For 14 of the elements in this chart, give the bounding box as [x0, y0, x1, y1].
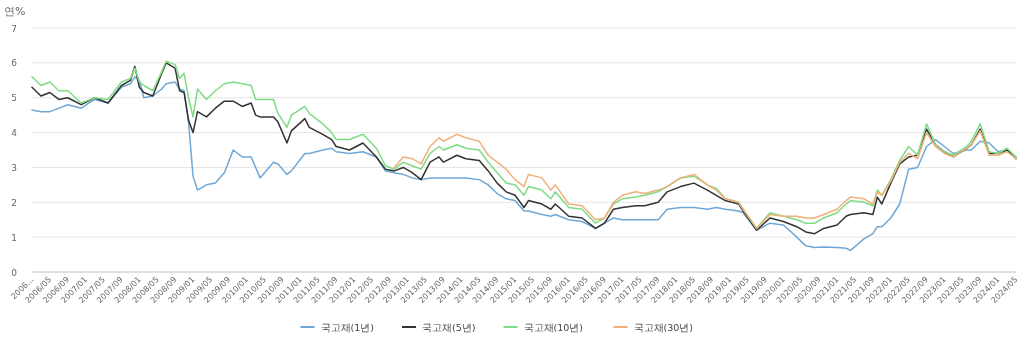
- y-tick-label: 1: [11, 232, 17, 243]
- legend-label: 국고채(5년): [422, 321, 476, 333]
- legend-label: 국고채(10년): [523, 321, 584, 333]
- y-tick-label: 6: [11, 58, 18, 69]
- y-tick-label: 5: [11, 93, 17, 104]
- line-series: [393, 130, 1017, 230]
- y-tick-label: 4: [11, 128, 18, 139]
- y-tick-label: 3: [11, 162, 17, 173]
- y-axis-title: 연%: [4, 5, 26, 18]
- y-tick-label: 0: [11, 267, 18, 278]
- legend-label: 국고채(1년): [320, 321, 374, 333]
- y-tick-label: 2: [11, 197, 17, 208]
- y-tick-label: 7: [11, 23, 17, 34]
- legend-label: 국고채(30년): [633, 321, 694, 333]
